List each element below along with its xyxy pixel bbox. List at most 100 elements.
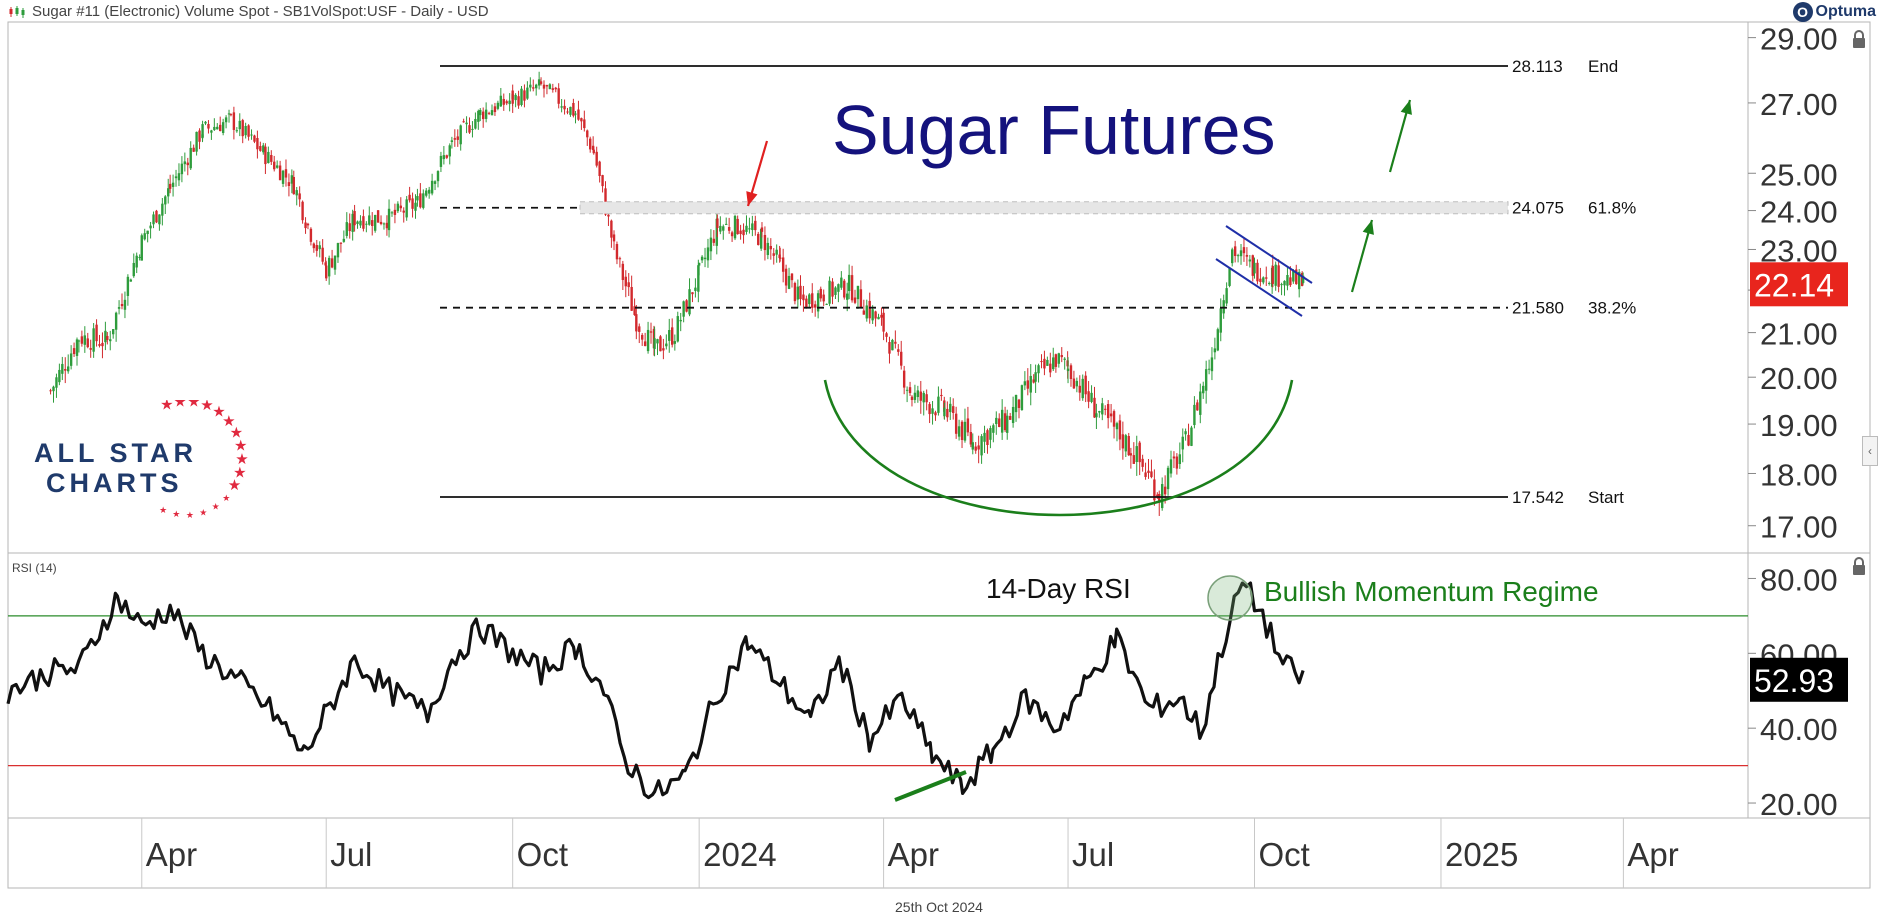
- price-candle: [685, 300, 688, 312]
- date-axis-label: Oct: [1259, 836, 1310, 873]
- price-candle: [688, 289, 691, 315]
- price-candle: [670, 327, 674, 345]
- price-candle: [135, 255, 138, 268]
- rsi-axis-lock-icon[interactable]: [1851, 556, 1867, 576]
- price-candle: [1242, 247, 1246, 254]
- price-candle: [1144, 472, 1147, 477]
- price-candle: [309, 228, 313, 242]
- chart-title-bar: Sugar #11 (Electronic) Volume Spot - SB1…: [32, 3, 489, 20]
- price-candle: [80, 336, 84, 344]
- price-candle: [273, 161, 276, 170]
- price-candle: [940, 394, 943, 397]
- price-candle: [646, 329, 650, 352]
- price-candle: [868, 300, 871, 319]
- price-candle: [1163, 486, 1167, 495]
- price-candle: [532, 87, 535, 89]
- date-axis-label: Apr: [146, 836, 197, 873]
- date-axis-label: Jul: [1072, 836, 1114, 873]
- price-candle: [966, 418, 970, 433]
- rsi-axis-label: 20.00: [1760, 787, 1838, 822]
- logo-star: ★: [160, 400, 173, 413]
- price-candle: [742, 229, 745, 236]
- price-candle: [281, 170, 285, 184]
- price-candle: [627, 282, 630, 288]
- price-candle: [373, 214, 377, 231]
- price-axis-label: 17.00: [1760, 510, 1838, 545]
- price-candle: [557, 88, 560, 104]
- price-candle: [843, 280, 846, 298]
- price-candle: [977, 445, 980, 450]
- logo-star: ★: [230, 423, 243, 441]
- price-candle: [913, 392, 917, 400]
- price-candle: [703, 257, 707, 260]
- price-candle: [700, 256, 704, 261]
- price-candle: [828, 280, 831, 304]
- price-candle: [888, 342, 891, 354]
- price-candle: [227, 113, 231, 115]
- price-candle: [853, 297, 857, 303]
- price-candle: [722, 226, 725, 231]
- price-axis-label: 21.00: [1760, 317, 1838, 352]
- logo-star: ★: [222, 412, 235, 430]
- price-candle: [168, 183, 172, 189]
- date-axis-label: 2025: [1445, 836, 1518, 873]
- price-candle: [1081, 378, 1084, 399]
- price-candle: [621, 263, 625, 281]
- price-candle: [146, 230, 149, 235]
- rsi-panel: RSI (14) 14-Day RSI Bullish Momentum Regim…: [6, 561, 1848, 802]
- price-candle: [445, 155, 449, 158]
- price-candle: [511, 90, 514, 104]
- price-candle: [779, 257, 782, 259]
- price-candle: [155, 210, 158, 223]
- price-candle: [111, 329, 115, 335]
- price-candle: [487, 112, 491, 114]
- price-axis-lock-icon[interactable]: [1851, 29, 1867, 49]
- price-candle: [995, 417, 998, 425]
- price-candle: [456, 136, 459, 140]
- price-candle: [324, 262, 327, 266]
- price-candle: [327, 257, 331, 277]
- price-candle: [502, 98, 505, 105]
- price-candle: [957, 426, 961, 437]
- red-down-arrow: [746, 191, 758, 206]
- panel-collapse-arrow-icon[interactable]: ‹: [1862, 436, 1878, 466]
- price-candle: [287, 182, 291, 186]
- price-candle: [874, 311, 877, 319]
- price-candle: [736, 218, 739, 235]
- price-candle: [89, 348, 92, 350]
- chart-title: Sugar Futures: [832, 91, 1276, 169]
- price-candle: [517, 96, 520, 106]
- price-candle: [161, 203, 164, 216]
- price-axis-label: 29.00: [1760, 22, 1838, 57]
- price-candle: [1292, 270, 1295, 282]
- flag-channel-lower: [1215, 258, 1303, 317]
- price-candle: [673, 341, 677, 344]
- price-candle: [171, 182, 175, 187]
- price-candle: [787, 275, 791, 289]
- price-candle: [1141, 458, 1144, 467]
- price-candle: [566, 111, 569, 113]
- price-candle: [537, 79, 541, 86]
- price-candle: [910, 396, 914, 400]
- price-candle: [221, 122, 225, 133]
- price-candle: [526, 87, 529, 99]
- rsi-axis-label: 80.00: [1760, 562, 1838, 597]
- price-candle: [1245, 254, 1249, 257]
- price-candle: [477, 110, 480, 122]
- price-candle: [174, 176, 178, 179]
- price-candle: [554, 87, 557, 90]
- price-candle: [922, 392, 925, 403]
- price-candle: [969, 432, 973, 445]
- price-candle: [760, 227, 764, 232]
- price-candle: [1046, 359, 1049, 366]
- level-value: 28.113: [1512, 57, 1563, 76]
- price-candle: [368, 215, 371, 225]
- price-candle: [411, 198, 414, 209]
- price-candle: [58, 369, 61, 383]
- price-candle: [1253, 262, 1256, 274]
- price-candle: [1049, 363, 1052, 373]
- price-candle: [1093, 397, 1096, 418]
- price-candle: [618, 258, 622, 260]
- price-candle: [129, 279, 133, 282]
- date-axis-label: 2024: [703, 836, 776, 873]
